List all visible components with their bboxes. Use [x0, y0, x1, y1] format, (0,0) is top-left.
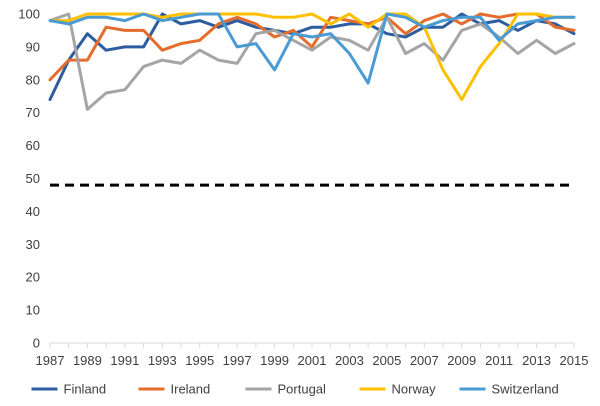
x-tick-label: 2001 — [298, 353, 327, 368]
x-axis-ticks — [49, 343, 575, 348]
series-line-norway — [48, 12, 576, 101]
series-line-switzerland — [48, 12, 576, 85]
legend-label: Portugal — [278, 382, 327, 397]
x-tick-label: 2005 — [372, 353, 401, 368]
series-line-portugal — [48, 12, 576, 111]
legend-label: Finland — [64, 382, 107, 397]
y-tick-label: 30 — [26, 237, 40, 252]
x-tick-label: 1993 — [148, 353, 177, 368]
x-tick-label: 1997 — [223, 353, 252, 368]
y-tick-label: 50 — [26, 171, 40, 186]
x-tick-label: 1995 — [185, 353, 214, 368]
x-tick-label: 2009 — [447, 353, 476, 368]
legend-item-ireland: Ireland — [138, 382, 211, 397]
legend-label: Norway — [392, 382, 437, 397]
legend-item-norway: Norway — [359, 382, 437, 397]
series-lines — [48, 12, 576, 111]
x-tick-label: 2011 — [485, 353, 513, 368]
x-tick-label: 1987 — [36, 353, 65, 368]
legend: Finland Ireland Portugal Norway Switzerland — [31, 382, 559, 397]
legend-label: Switzerland — [492, 382, 559, 397]
legend-label: Ireland — [171, 382, 211, 397]
y-tick-label: 80 — [26, 72, 40, 87]
y-tick-label: 20 — [26, 270, 40, 285]
x-tick-label: 2003 — [335, 353, 364, 368]
y-tick-label: 100 — [18, 7, 40, 22]
legend-item-portugal: Portugal — [245, 382, 327, 397]
y-tick-label: 40 — [26, 204, 40, 219]
y-tick-label: 90 — [26, 39, 40, 54]
y-tick-label: 10 — [26, 303, 40, 318]
x-tick-label: 1999 — [260, 353, 289, 368]
y-tick-label: 0 — [33, 336, 40, 351]
x-tick-label: 2007 — [410, 353, 439, 368]
x-tick-label: 2013 — [522, 353, 551, 368]
x-tick-label: 1991 — [110, 353, 139, 368]
x-tick-label: 1989 — [73, 353, 102, 368]
y-axis-tick-labels: 0 10 20 30 40 50 60 70 80 90 100 — [18, 7, 40, 351]
x-tick-label: 2015 — [560, 353, 589, 368]
x-axis-tick-labels: 1987 1989 1991 1993 1995 1997 1999 2001 2003 2005… — [36, 353, 589, 368]
y-tick-label: 60 — [26, 138, 40, 153]
series-line-ireland — [48, 12, 576, 82]
legend-item-finland: Finland — [31, 382, 107, 397]
y-tick-label: 70 — [26, 105, 40, 120]
legend-item-switzerland: Switzerland — [459, 382, 559, 397]
